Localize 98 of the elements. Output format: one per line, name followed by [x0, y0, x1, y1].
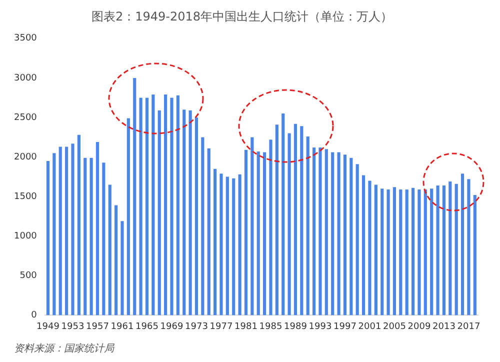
y-tick-label: 3000 [14, 73, 38, 84]
x-tick-label: 1949 [36, 322, 60, 332]
bar [65, 146, 68, 316]
bar [318, 148, 322, 316]
bar [392, 187, 396, 316]
bar [282, 114, 285, 316]
bar [201, 137, 204, 316]
x-tick-label: 1989 [284, 322, 308, 332]
x-tick-label: 1997 [334, 322, 356, 332]
bar [207, 148, 210, 316]
bar [275, 124, 278, 316]
bar [269, 140, 272, 316]
bar [58, 146, 62, 316]
bar [96, 142, 100, 316]
bar [133, 78, 136, 316]
bar [170, 98, 174, 316]
bar [418, 189, 421, 316]
bar [374, 184, 378, 316]
bar [158, 110, 161, 316]
bar [442, 186, 446, 316]
bar [238, 174, 242, 316]
bar [263, 152, 266, 316]
bar [220, 174, 223, 316]
bar [460, 174, 464, 316]
y-tick-label: 1500 [14, 192, 38, 202]
y-tick-label: 3500 [14, 34, 38, 44]
bar [71, 144, 74, 316]
bar [250, 137, 254, 316]
y-tick-label: 0 [31, 310, 38, 321]
text: 资料来源：国家统计局 [14, 342, 115, 355]
bar [312, 148, 316, 316]
bar [188, 110, 192, 316]
bar [448, 182, 452, 316]
x-tick-label: 2009 [408, 322, 431, 332]
bar [436, 186, 440, 316]
bar [90, 158, 93, 316]
x-tick-label: 1993 [308, 322, 332, 332]
bar [120, 221, 124, 316]
bar [454, 184, 458, 316]
bar [337, 152, 340, 316]
bar [324, 149, 328, 316]
bar [300, 126, 304, 316]
bar [350, 158, 353, 316]
y-tick-label: 1000 [14, 231, 38, 242]
bar [214, 168, 217, 316]
x-tick-label: 1965 [136, 322, 158, 332]
x-tick-label: 1977 [210, 322, 233, 332]
bar [380, 188, 384, 316]
bar [362, 175, 366, 316]
y-tick-label: 2000 [14, 152, 38, 162]
bar [368, 180, 372, 316]
bar [467, 179, 470, 316]
bar [194, 117, 198, 316]
x-tick-label: 1985 [259, 322, 282, 332]
bar [244, 150, 248, 316]
y-tick-label: 2500 [14, 112, 38, 123]
bar [108, 184, 112, 316]
bar [77, 134, 80, 316]
bar [84, 158, 87, 316]
x-tick-label: 1969 [160, 322, 184, 332]
bar [102, 162, 106, 316]
bar [256, 151, 260, 316]
bar [52, 153, 56, 316]
bar [226, 176, 229, 316]
x-tick-label: 1953 [61, 322, 84, 332]
bar [152, 94, 155, 316]
x-tick-label: 2005 [383, 322, 406, 332]
bar [232, 178, 236, 316]
x-tick-label: 1961 [110, 322, 134, 332]
chart-title: 图表2：1949-2018年中国出生人口统计（单位：万人） [91, 9, 393, 24]
bar [424, 189, 427, 316]
bar [343, 154, 347, 316]
bar [386, 189, 390, 316]
bar [46, 160, 50, 316]
bar [411, 188, 415, 316]
bar [331, 152, 334, 316]
bar [356, 164, 359, 316]
bar [473, 194, 476, 316]
x-tick-label: 1981 [234, 322, 258, 332]
x-tick-label: 2001 [358, 322, 382, 332]
bar [126, 118, 130, 316]
bar [288, 133, 291, 316]
bar [399, 189, 402, 316]
x-tick-label: 1957 [86, 322, 109, 332]
bar [114, 205, 118, 316]
x-tick-label: 1973 [185, 322, 208, 332]
x-tick-label: 2013 [432, 322, 456, 332]
bar [306, 136, 310, 316]
bar [294, 124, 298, 316]
bar [164, 94, 168, 316]
bar [139, 98, 142, 316]
y-tick-label: 500 [20, 271, 38, 281]
bar [145, 98, 149, 316]
bar [182, 110, 186, 316]
bar [430, 188, 434, 316]
x-tick-label: 2017 [457, 322, 480, 332]
bar [405, 189, 408, 316]
bar [176, 95, 180, 316]
